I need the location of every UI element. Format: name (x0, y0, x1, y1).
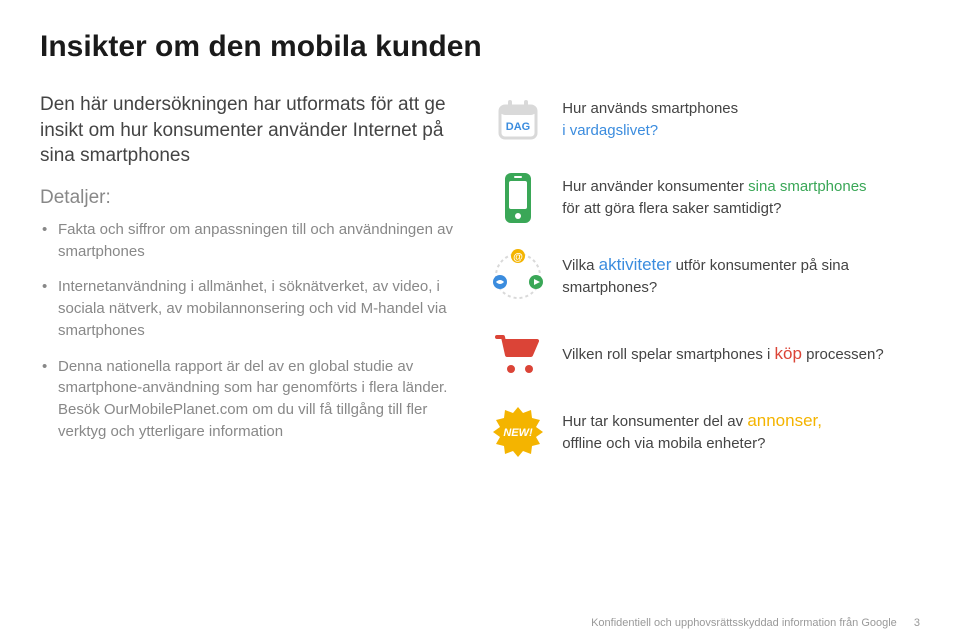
insight-row-activities: @ Vilka aktiviteter utför konsumenter på… (490, 248, 920, 304)
activities-icon: @ (490, 248, 546, 304)
svg-text:@: @ (513, 252, 523, 263)
phone-icon (490, 170, 546, 226)
insight-text: Hur använder konsumenter sina smartphone… (562, 176, 866, 220)
insight-row-daily: DAG Hur används smartphones i vardagsliv… (490, 92, 920, 148)
footer-text: Konfidentiell och upphovsrättsskyddad in… (591, 617, 897, 629)
list-item: Internetanvändning i allmänhet, i söknät… (40, 276, 460, 341)
list-item: Denna nationella rapport är del av en gl… (40, 356, 460, 443)
svg-text:NEW!: NEW! (504, 427, 534, 439)
new-badge-icon: NEW! (490, 404, 546, 460)
insight-row-purchase: Vilken roll spelar smartphones i köp pro… (490, 326, 920, 382)
footer: Konfidentiell och upphovsrättsskyddad in… (591, 617, 920, 629)
right-column: DAG Hur används smartphones i vardagsliv… (490, 92, 920, 482)
page-number: 3 (914, 617, 920, 629)
insight-text: Hur tar konsumenter del av annonser, off… (562, 409, 822, 455)
insight-text: Hur används smartphones i vardagslivet? (562, 98, 738, 142)
insight-text: Vilken roll spelar smartphones i köp pro… (562, 342, 883, 367)
list-item: Fakta och siffror om anpassningen till o… (40, 219, 460, 263)
details-list: Fakta och siffror om anpassningen till o… (40, 219, 460, 443)
left-column: Den här undersökningen har utformats för… (40, 92, 460, 482)
page-title: Insikter om den mobila kunden (40, 30, 920, 64)
calendar-icon: DAG (490, 92, 546, 148)
svg-text:DAG: DAG (506, 121, 530, 133)
insight-row-multitask: Hur använder konsumenter sina smartphone… (490, 170, 920, 226)
insight-row-ads: NEW! Hur tar konsumenter del av annonser… (490, 404, 920, 460)
details-label: Detaljer: (40, 187, 460, 209)
insight-text: Vilka aktiviteter utför konsumenter på s… (562, 253, 920, 299)
cart-icon (490, 326, 546, 382)
intro-text: Den här undersökningen har utformats för… (40, 92, 460, 169)
